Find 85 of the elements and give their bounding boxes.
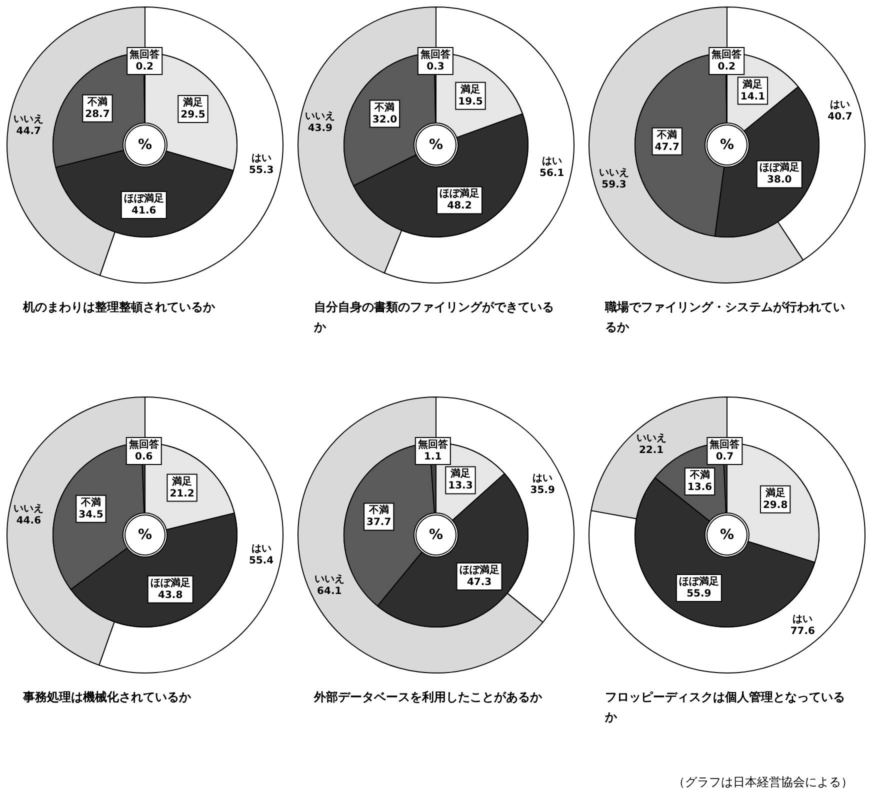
text: 外部データベースを利用したことがあるか [313, 690, 543, 704]
slice-label: 無回答 [708, 438, 741, 451]
data-label: 77.6 [790, 626, 816, 638]
data-label: 55.9 [686, 588, 712, 600]
data-label: 34.5 [78, 509, 104, 520]
data-label: 56.1 [539, 168, 564, 179]
slice-label: いいえ [599, 167, 629, 178]
slice-label: いいえ [305, 111, 336, 122]
data-label: 13.3 [448, 480, 473, 492]
data-label: 0.2 [136, 62, 154, 72]
data-label: 41.6 [132, 205, 156, 216]
slice-label: いいえ [636, 432, 666, 444]
slice-label: 無回答 [128, 438, 160, 451]
data-label: 64.1 [317, 586, 342, 598]
slice-label: 無回答 [128, 48, 161, 60]
slice-label: 無回答 [710, 48, 743, 60]
slice-label: いいえ [314, 574, 344, 586]
slice-label: いいえ [14, 504, 44, 515]
text: フロッピーディスクは個人管理となっているか [604, 690, 845, 724]
slice-label: 満足 [460, 83, 480, 96]
text: % [138, 527, 152, 543]
data-label: 22.1 [638, 444, 664, 456]
data-label: 1.1 [424, 452, 442, 463]
data-label: 0.3 [426, 62, 444, 73]
data-label: 38.0 [767, 174, 792, 186]
slice-label: 不満 [86, 96, 108, 108]
data-label: 28.7 [85, 108, 110, 120]
data-label: 44.7 [16, 126, 42, 137]
data-label: 0.2 [718, 62, 736, 72]
slice-label: ほぼ満足 [459, 564, 500, 576]
data-label: 0.6 [135, 452, 153, 463]
slice-label: ほぼ満足 [150, 576, 190, 589]
slice-label: ほぼ満足 [124, 192, 164, 204]
text: % [428, 527, 444, 543]
data-label: 44.6 [16, 516, 42, 527]
data-label: 47.3 [466, 577, 492, 588]
data-label: 0.7 [716, 452, 734, 463]
data-label: 55.3 [249, 165, 274, 176]
data-label: 59.3 [602, 179, 626, 190]
slice-label: 満足 [764, 486, 786, 499]
slice-label: 満足 [742, 78, 763, 90]
text: 事務処理は機械化されているか [22, 690, 192, 704]
slice-label: 満足 [182, 96, 203, 108]
slice-label: ほぼ満足 [439, 188, 480, 200]
text: % [138, 137, 152, 153]
data-label: 29.8 [762, 500, 788, 511]
data-label: 43.8 [158, 590, 183, 601]
data-label: 14.1 [740, 91, 766, 102]
data-label: 35.9 [530, 484, 555, 496]
slice-label: 不満 [374, 101, 395, 114]
text: % [428, 137, 444, 153]
slice-label: 無回答 [416, 438, 449, 451]
data-label: 37.7 [366, 517, 392, 528]
slice-label: 無回答 [419, 48, 452, 61]
slice-label: はい [830, 100, 850, 111]
slice-label: 満足 [171, 475, 192, 488]
text: （グラフは日本経営協会による） [673, 775, 853, 789]
data-label: 13.6 [687, 482, 712, 494]
slice-label: ほぼ満足 [759, 162, 800, 174]
text: 机のまわりは整理整頓されているか [22, 300, 216, 314]
slice-label: 不満 [656, 128, 678, 141]
text: % [720, 137, 734, 153]
slice-label: はい [251, 153, 272, 164]
slice-label: 不満 [368, 504, 389, 516]
data-label: 47.7 [654, 142, 680, 153]
slice-label: 不満 [688, 469, 710, 482]
slice-label: いいえ [14, 114, 44, 125]
data-label: 19.5 [458, 96, 483, 108]
slice-label: 不満 [80, 496, 101, 508]
slice-label: 満足 [449, 468, 470, 480]
data-label: 40.7 [828, 112, 852, 123]
data-label: 21.2 [170, 488, 194, 500]
data-label: 29.5 [180, 109, 206, 120]
text: 職場でファイリング・システムが行われているか [604, 300, 845, 334]
data-label: 43.9 [308, 123, 333, 134]
text: % [720, 527, 734, 543]
slice-label: ほぼ満足 [678, 576, 719, 588]
slice-label: はい [792, 614, 813, 626]
slice-label: はい [542, 156, 562, 167]
data-label: 48.2 [447, 200, 472, 212]
data-label: 55.4 [248, 555, 274, 566]
slice-label: はい [251, 543, 272, 554]
slice-label: はい [532, 472, 553, 484]
data-label: 32.0 [372, 114, 398, 126]
text: 自分自身の書類のファイリングができているか [313, 300, 554, 334]
